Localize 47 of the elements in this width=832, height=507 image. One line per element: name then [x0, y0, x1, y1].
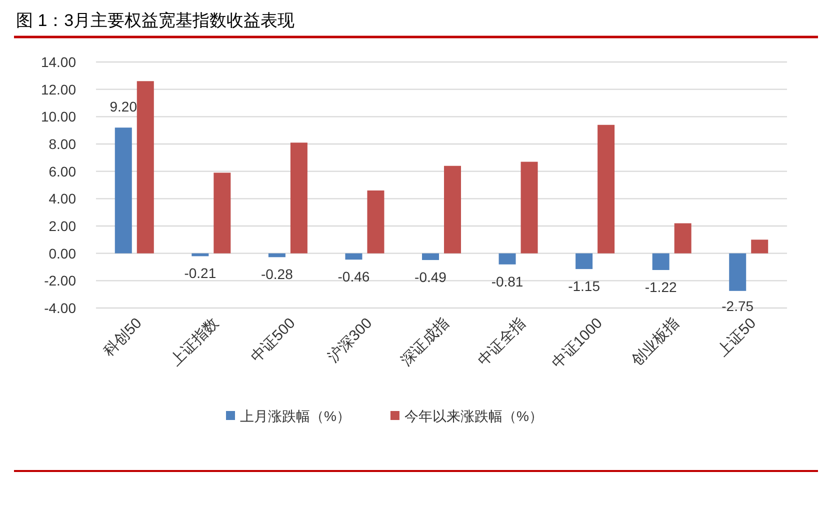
y-tick-label: 8.00 [48, 136, 76, 152]
y-tick-label: 6.00 [48, 163, 76, 180]
x-tick-label: 深证成指 [398, 314, 452, 370]
x-tick-label: 科创50 [100, 314, 146, 360]
legend-label: 上月涨跌幅（%） [240, 408, 350, 424]
bar [268, 253, 286, 258]
chart-title: 图 1：3月主要权益宽基指数收益表现 [16, 11, 295, 30]
bar [136, 81, 154, 254]
data-label: -1.15 [568, 278, 600, 294]
x-tick-label: 中证500 [248, 314, 299, 366]
bar [290, 142, 308, 254]
bar [345, 253, 362, 260]
bar [498, 253, 516, 264]
data-label: -0.81 [491, 273, 524, 290]
bar [214, 172, 231, 254]
y-tick-label: -2.00 [44, 272, 76, 289]
bar [422, 253, 439, 260]
bar [652, 253, 670, 270]
y-tick-label: 4.00 [48, 190, 76, 207]
legend-label: 今年以来涨跌幅（%） [404, 408, 543, 424]
data-label: -0.46 [338, 268, 370, 285]
x-tick-label: 沪深300 [324, 314, 376, 366]
data-label: -2.75 [722, 298, 754, 314]
y-tick-label: 10.00 [40, 108, 76, 125]
y-tick-label: 0.00 [48, 245, 76, 262]
y-tick-label: 14.00 [40, 54, 76, 70]
bar [674, 223, 692, 254]
y-tick-label: -4.00 [44, 300, 76, 316]
y-tick-label: 2.00 [48, 218, 76, 234]
x-tick-label: 中证全指 [474, 314, 530, 370]
bar [114, 128, 132, 254]
x-tick-label: 上证50 [714, 314, 760, 360]
bar [729, 253, 746, 291]
x-tick-label: 上证指数 [168, 314, 222, 370]
data-label: -0.49 [414, 269, 447, 286]
bar [576, 253, 593, 270]
data-label: 9.20 [110, 98, 138, 115]
bar [367, 190, 384, 254]
data-label: -1.22 [644, 279, 677, 296]
bar [598, 124, 615, 254]
y-tick-label: 12.00 [40, 81, 76, 98]
bar [520, 162, 538, 254]
bar [444, 166, 461, 254]
data-label: -0.21 [184, 265, 216, 282]
bar [751, 240, 768, 254]
x-tick-label: 创业板指 [628, 314, 683, 370]
data-label: -0.28 [260, 266, 294, 282]
